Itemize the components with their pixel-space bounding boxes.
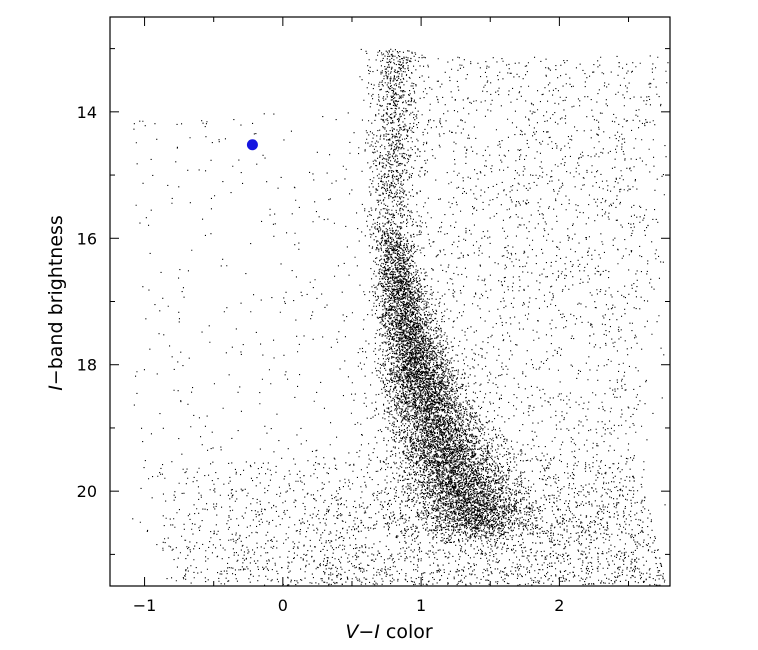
y-tick-label: 18 (77, 356, 97, 375)
x-tick-label: 2 (554, 596, 564, 615)
x-axis-label: V−I color (345, 621, 433, 643)
x-tick-labels: −1 0 1 2 (133, 596, 565, 615)
x-tick-label: −1 (133, 596, 157, 615)
y-tick-label: 16 (77, 229, 97, 248)
highlighted-star-layer (246, 139, 258, 151)
highlighted-star-point (246, 139, 258, 151)
axis-ticks (110, 17, 670, 586)
x-tick-label: 1 (416, 596, 426, 615)
y-tick-label: 20 (77, 482, 97, 501)
field-star-points (132, 48, 669, 586)
x-tick-label: 0 (278, 596, 288, 615)
y-tick-labels: 14 16 18 20 (77, 103, 97, 501)
y-tick-label: 14 (77, 103, 97, 122)
y-axis-label: I−band brightness (45, 215, 67, 391)
star-point-cloud (132, 48, 669, 586)
